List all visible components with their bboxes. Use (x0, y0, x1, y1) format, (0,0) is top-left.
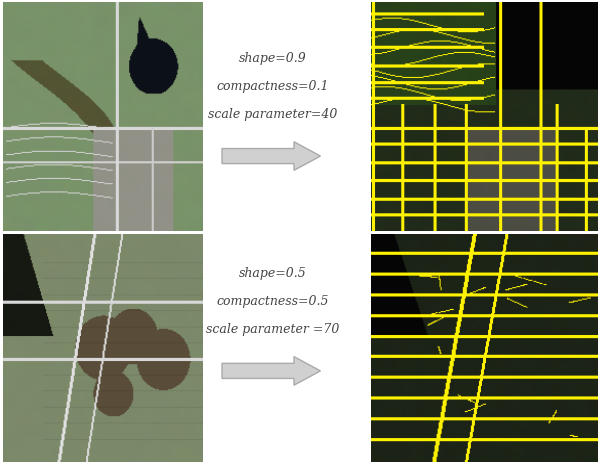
Text: compactness=0.5: compactness=0.5 (217, 295, 329, 308)
Text: scale parameter=40: scale parameter=40 (208, 108, 338, 121)
Text: shape=0.9: shape=0.9 (239, 52, 307, 65)
Text: compactness=0.1: compactness=0.1 (217, 80, 329, 93)
Text: scale parameter =70: scale parameter =70 (206, 323, 340, 336)
Text: shape=0.5: shape=0.5 (239, 267, 307, 280)
FancyArrow shape (222, 142, 320, 170)
FancyArrow shape (222, 357, 320, 385)
